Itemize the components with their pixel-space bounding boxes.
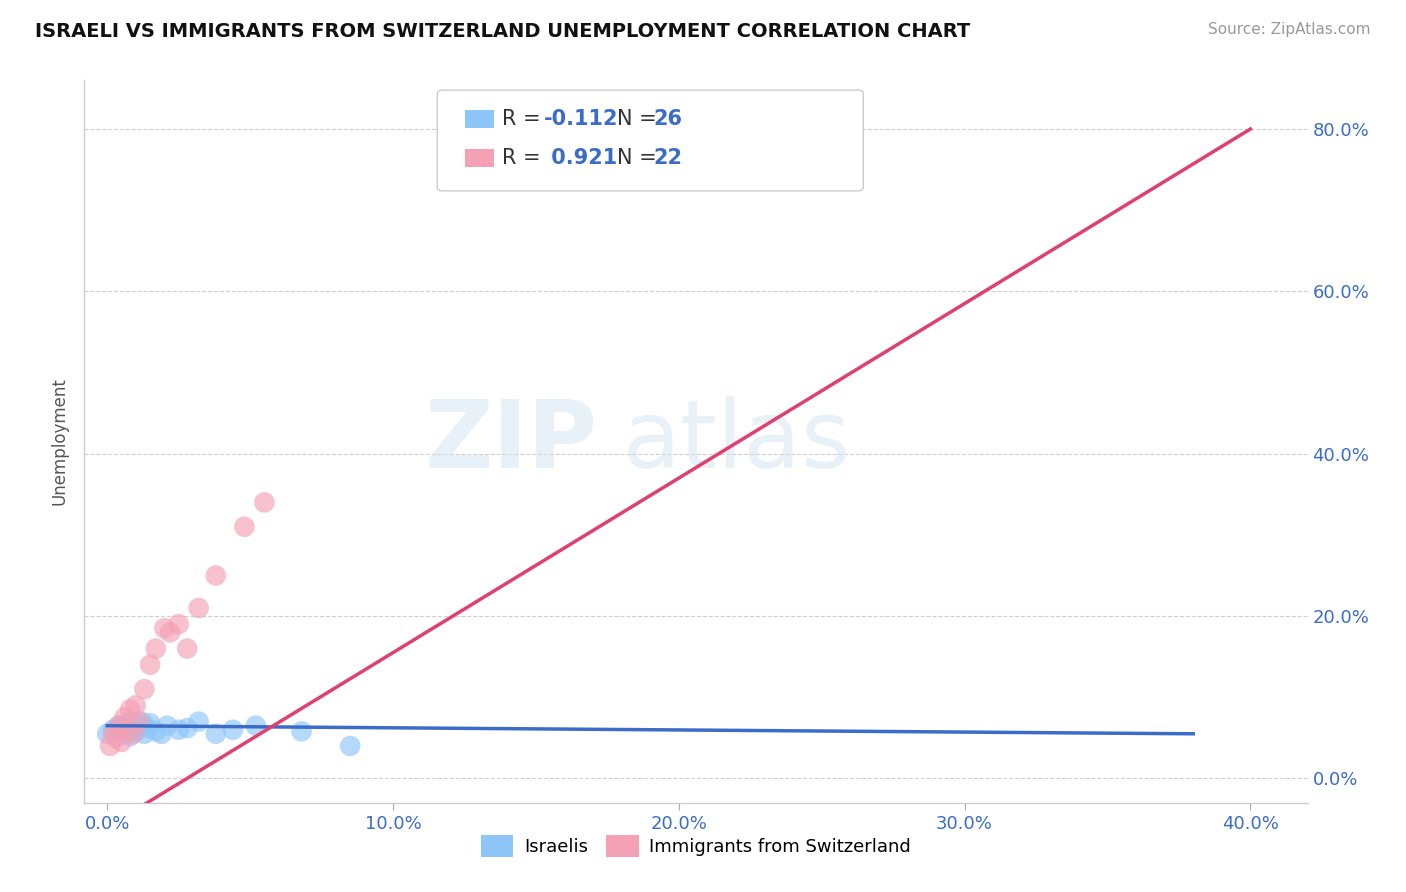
Point xyxy=(253,495,276,509)
Point xyxy=(107,719,129,733)
Point xyxy=(159,625,181,640)
Point xyxy=(167,723,190,737)
Point xyxy=(339,739,361,753)
Point xyxy=(104,724,127,739)
Point xyxy=(134,682,156,697)
Point xyxy=(187,714,209,729)
Point xyxy=(145,724,167,739)
Point xyxy=(110,735,132,749)
Point xyxy=(96,727,118,741)
Point xyxy=(205,568,228,582)
Point xyxy=(134,727,156,741)
Point xyxy=(112,727,135,741)
Text: R =: R = xyxy=(502,148,547,168)
Point xyxy=(128,714,150,729)
Point xyxy=(110,721,132,735)
Text: R =: R = xyxy=(502,109,547,128)
Point xyxy=(245,719,267,733)
Point xyxy=(122,723,145,737)
Point xyxy=(136,721,159,735)
Point xyxy=(187,601,209,615)
Point xyxy=(222,723,245,737)
Text: atlas: atlas xyxy=(623,395,851,488)
Point xyxy=(120,702,142,716)
Point xyxy=(145,641,167,656)
Point xyxy=(98,739,121,753)
Point xyxy=(120,729,142,743)
Point xyxy=(115,716,138,731)
Text: 0.921: 0.921 xyxy=(544,148,617,168)
Text: N =: N = xyxy=(617,109,664,128)
Point xyxy=(101,727,124,741)
Point xyxy=(101,723,124,737)
Point xyxy=(176,721,198,735)
Text: 22: 22 xyxy=(654,148,683,168)
Text: ZIP: ZIP xyxy=(425,395,598,488)
Y-axis label: Unemployment: Unemployment xyxy=(51,377,69,506)
Point xyxy=(139,657,162,672)
Point xyxy=(131,714,153,729)
Point xyxy=(153,621,176,635)
Text: -0.112: -0.112 xyxy=(544,109,619,128)
Point xyxy=(156,719,179,733)
Text: ISRAELI VS IMMIGRANTS FROM SWITZERLAND UNEMPLOYMENT CORRELATION CHART: ISRAELI VS IMMIGRANTS FROM SWITZERLAND U… xyxy=(35,22,970,41)
Point xyxy=(115,723,138,737)
Text: Source: ZipAtlas.com: Source: ZipAtlas.com xyxy=(1208,22,1371,37)
Legend: Israelis, Immigrants from Switzerland: Israelis, Immigrants from Switzerland xyxy=(471,826,921,866)
Point xyxy=(125,698,148,713)
Text: N =: N = xyxy=(617,148,664,168)
Point xyxy=(122,727,145,741)
Point xyxy=(112,710,135,724)
Point xyxy=(233,520,256,534)
Point xyxy=(104,731,127,745)
Point xyxy=(125,724,148,739)
Point xyxy=(167,617,190,632)
Point xyxy=(290,724,312,739)
Point xyxy=(107,719,129,733)
Text: 26: 26 xyxy=(654,109,683,128)
Point xyxy=(205,727,228,741)
Point xyxy=(139,716,162,731)
Point xyxy=(176,641,198,656)
Point xyxy=(128,719,150,733)
Point xyxy=(150,727,173,741)
